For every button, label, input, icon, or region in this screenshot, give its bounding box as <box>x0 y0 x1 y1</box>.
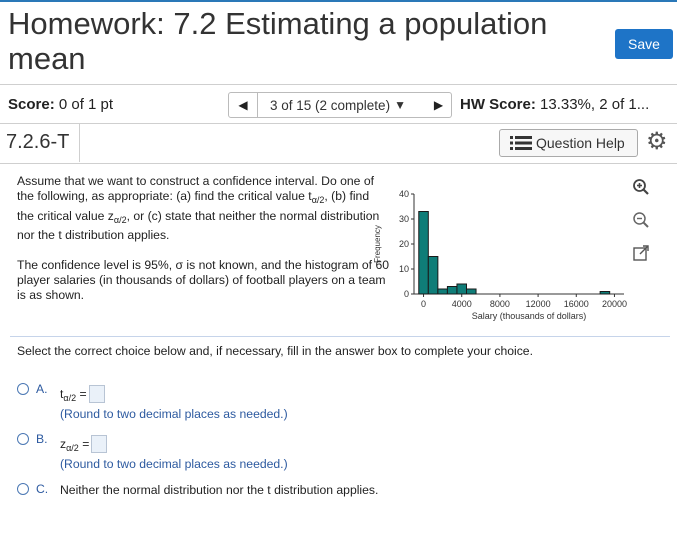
question-text: Assume that we want to construct a confi… <box>17 174 389 304</box>
y-tick-label: 10 <box>399 264 409 274</box>
subscript: α/2 <box>311 195 325 206</box>
x-tick-label: 16000 <box>564 299 589 309</box>
subscript: α/2 <box>63 393 77 403</box>
question-help-label: Question Help <box>536 135 625 151</box>
score-display: Score: 0 of 1 pt <box>8 96 113 113</box>
triangle-down-icon: ▼ <box>394 98 406 112</box>
x-tick-label: 0 <box>421 299 426 309</box>
choice-letter: C. <box>36 482 49 496</box>
choice-equation: tα/2 = <box>60 385 105 403</box>
salary-histogram: 0 10 20 30 40 0 4000 8000 12000 16000 20000 Salary … <box>373 189 627 321</box>
question-text-part: , or (c) state that neither the normal d… <box>17 208 380 243</box>
x-tick-label: 20000 <box>602 299 627 309</box>
rounding-hint: (Round to two decimal places as needed.) <box>60 457 288 471</box>
popout-icon[interactable] <box>630 244 652 266</box>
zoom-out-icon[interactable] <box>630 211 652 233</box>
hw-score-value: 13.33%, 2 of 1... <box>540 96 650 113</box>
save-button[interactable]: Save <box>615 29 673 59</box>
histogram-bar <box>466 288 477 295</box>
list-icon <box>510 136 532 150</box>
histogram-bar <box>418 211 429 295</box>
score-label: Score: <box>8 96 55 113</box>
question-help-button[interactable]: Question Help <box>499 129 638 157</box>
subscript: α/2 <box>113 214 127 225</box>
answer-input[interactable] <box>88 385 105 403</box>
page-title: Homework: 7.2 Estimating a population me… <box>8 6 548 76</box>
histogram-bar <box>427 256 439 295</box>
equals-sign: = <box>78 437 90 451</box>
question-selector[interactable]: 3 of 15 (2 complete) ▼ <box>258 92 426 118</box>
y-tick-label: 0 <box>404 289 409 299</box>
histogram-bar <box>437 288 448 295</box>
subscript: α/2 <box>66 443 79 453</box>
question-id: 7.2.6-T <box>0 124 80 162</box>
score-value: 0 of 1 pt <box>58 96 114 113</box>
x-tick-label: 8000 <box>490 299 510 309</box>
variable: z <box>60 437 67 451</box>
choice-equation: zα/2 = <box>60 435 108 453</box>
y-tick-label: 20 <box>399 239 409 249</box>
variable: t <box>60 387 64 401</box>
question-text-part: , (b) find the critical value z <box>17 189 370 223</box>
y-axis-label: Frequency <box>373 225 382 263</box>
hw-score-label: HW Score: <box>460 96 536 113</box>
choice-letter: B. <box>36 432 48 446</box>
zoom-in-icon[interactable] <box>630 178 652 200</box>
histogram-bar <box>456 283 467 295</box>
y-tick-label: 40 <box>399 189 409 199</box>
y-tick-label: 30 <box>399 214 409 224</box>
radio-button[interactable] <box>17 483 29 495</box>
question-paragraph: The confidence level is 95%, σ is not kn… <box>17 257 390 303</box>
next-question-button[interactable]: ▶ <box>426 92 452 118</box>
question-bar: 7.2.6-T Question Help ⚙ <box>0 124 677 164</box>
rounding-hint: (Round to two decimal places as needed.) <box>60 407 288 421</box>
choice-text: Neither the normal distribution nor the … <box>60 483 379 497</box>
divider <box>10 336 670 337</box>
radio-button[interactable] <box>17 383 29 395</box>
triangle-left-icon: ◀ <box>238 98 248 112</box>
question-text-part: Assume that we want to construct a confi… <box>17 174 375 204</box>
radio-button[interactable] <box>17 433 29 445</box>
x-tick-label: 12000 <box>526 299 551 309</box>
side-tools <box>630 178 656 277</box>
answer-input[interactable] <box>91 435 108 453</box>
question-paragraph: Assume that we want to construct a confi… <box>17 174 389 244</box>
histogram-bar <box>446 286 458 295</box>
triangle-right-icon: ▶ <box>433 98 444 112</box>
previous-question-button[interactable]: ◀ <box>228 92 258 118</box>
header: Homework: 7.2 Estimating a population me… <box>0 0 677 84</box>
score-bar: Score: 0 of 1 pt ◀ 3 of 15 (2 complete) … <box>0 84 677 124</box>
hw-score-display: HW Score: 13.33%, 2 of 1... <box>460 96 649 113</box>
progress-text: 3 of 15 (2 complete) <box>270 97 391 113</box>
instruction-text: Select the correct choice below and, if … <box>17 344 533 358</box>
x-axis-label: Salary (thousands of dollars) <box>472 311 587 321</box>
gear-icon[interactable]: ⚙ <box>646 128 668 155</box>
x-tick-label: 4000 <box>452 299 472 309</box>
choice-letter: A. <box>36 382 48 396</box>
histogram-bar <box>599 291 611 295</box>
equals-sign: = <box>76 387 87 401</box>
